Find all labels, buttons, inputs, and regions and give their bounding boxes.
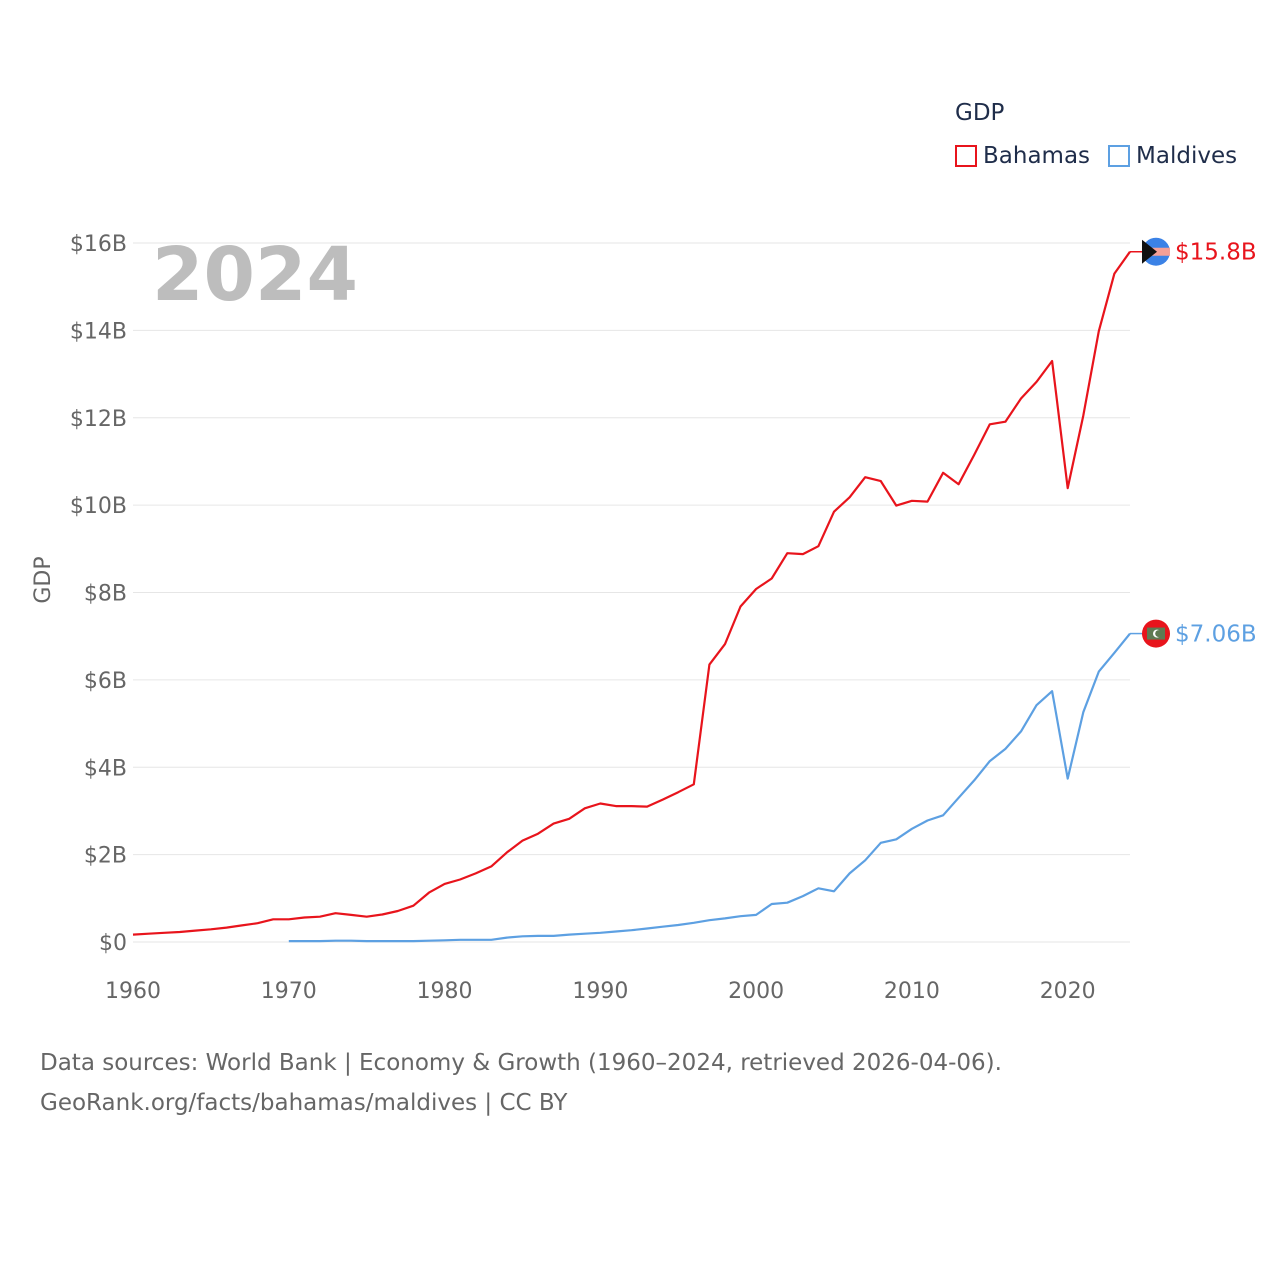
end-label-bahamas: $15.8B [1175, 240, 1257, 266]
y-tick-label: $4B [84, 756, 127, 781]
footer-sources: Data sources: World Bank | Economy & Gro… [40, 1050, 1002, 1076]
legend-label-maldives: Maldives [1136, 143, 1238, 169]
x-tick-label: 2010 [884, 979, 940, 1004]
end-label-maldives: $7.06B [1175, 622, 1257, 648]
x-axis-ticks: 1960 1970 1980 1990 2000 2010 2020 [105, 979, 1096, 1004]
series-lines [132, 251, 1131, 943]
legend-swatch-maldives [1108, 145, 1131, 167]
gdp-line-chart: $0$2B$4B$6B$8B$10B$12B$14B$16B 1960 1970 1… [31, 232, 1257, 1004]
y-tick-label: $14B [70, 319, 127, 344]
y-axis-ticks: $0 $2B $4B $6B $8B $10B $12B $14B $16B [70, 232, 127, 956]
legend-item-maldives[interactable]: Maldives [1108, 143, 1237, 169]
y-tick-label: $0 [99, 931, 127, 956]
y-tick-label: $10B [70, 494, 127, 519]
bahamas-flag-icon [1142, 237, 1170, 266]
maldives-flag-icon [1142, 619, 1170, 648]
x-tick-label: 1970 [261, 979, 317, 1004]
x-tick-label: 1960 [105, 979, 161, 1004]
end-markers: $15.8B $7.06B [1130, 237, 1257, 648]
y-tick-label: $6B [84, 669, 127, 694]
series-line-maldives [288, 632, 1131, 943]
grid-lines [133, 242, 1130, 943]
legend-title: GDP [955, 100, 1005, 126]
series-line-bahamas [132, 251, 1131, 936]
x-tick-label: 2000 [728, 979, 784, 1004]
y-tick-label: $8B [84, 582, 127, 607]
legend-label-bahamas: Bahamas [983, 143, 1091, 169]
x-tick-label: 1980 [417, 979, 473, 1004]
x-tick-label: 2020 [1040, 979, 1096, 1004]
x-tick-label: 1990 [572, 979, 628, 1004]
year-label: 2024 [152, 232, 358, 318]
y-tick-label: $2B [84, 844, 127, 869]
y-tick-label: $12B [70, 407, 127, 432]
y-axis-label: GDP [31, 556, 56, 603]
y-tick-label: $16B [70, 232, 127, 257]
footer: Data sources: World Bank | Economy & Gro… [40, 1043, 1002, 1123]
legend-item-bahamas[interactable]: Bahamas [955, 143, 1090, 169]
legend: Bahamas Maldives [955, 143, 1255, 169]
legend-swatch-bahamas [955, 145, 977, 167]
footer-attribution[interactable]: GeoRank.org/facts/bahamas/maldives | CC … [40, 1090, 568, 1116]
